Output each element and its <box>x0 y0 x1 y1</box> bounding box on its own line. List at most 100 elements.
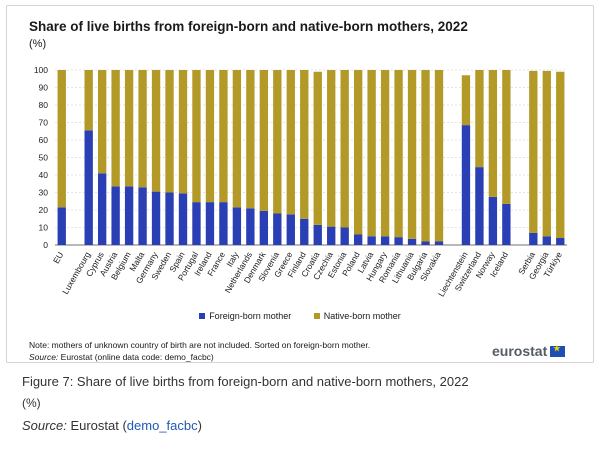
bar-foreign <box>246 208 255 245</box>
bar-foreign <box>434 241 444 245</box>
bar-native <box>232 70 242 208</box>
bar-foreign <box>475 167 484 245</box>
bar-native <box>529 70 538 233</box>
y-tick-label: 90 <box>39 83 49 93</box>
x-tick-label: EU <box>51 250 66 265</box>
bar-native <box>57 70 66 208</box>
bar-native <box>313 71 322 225</box>
bar-native <box>556 71 565 238</box>
legend-item-native: Native-born mother <box>313 311 401 321</box>
bar-native <box>192 70 201 203</box>
y-tick-label: 50 <box>39 153 49 163</box>
bar-native <box>380 70 390 237</box>
bar-native <box>475 70 484 168</box>
bar-foreign <box>542 236 551 245</box>
bar-native <box>502 70 511 204</box>
chart-note: Note: mothers of unknown country of birt… <box>29 340 371 350</box>
y-tick-label: 100 <box>34 65 48 75</box>
bar-native <box>394 70 403 238</box>
bar-native <box>367 70 376 237</box>
bar-native <box>84 70 93 131</box>
bar-native <box>97 70 107 174</box>
caption-unit: (%) <box>22 396 41 410</box>
bar-native <box>124 70 134 187</box>
bar-foreign <box>57 207 66 245</box>
bar-native <box>273 70 282 214</box>
legend-label-native: Native-born mother <box>323 311 401 321</box>
source-text: Eurostat (online data code: demo_facbc) <box>60 352 214 362</box>
y-tick-label: 10 <box>39 223 49 233</box>
bar-foreign <box>219 202 228 245</box>
y-tick-label: 80 <box>39 100 49 110</box>
bar-foreign <box>421 241 430 245</box>
bar-foreign <box>300 218 309 245</box>
y-tick-label: 60 <box>39 135 49 145</box>
bar-native <box>542 70 551 237</box>
source-label: Source: <box>29 352 59 362</box>
bar-foreign <box>232 207 242 245</box>
source-link[interactable]: demo_facbc <box>126 418 198 433</box>
legend-swatch-native <box>313 313 320 319</box>
bar-native <box>151 70 161 192</box>
bar-native <box>488 70 498 197</box>
bar-foreign <box>111 186 120 245</box>
chart-source: Source: Eurostat (online data code: demo… <box>29 352 214 362</box>
bar-foreign <box>192 202 201 245</box>
bar-foreign <box>138 187 147 245</box>
bar-native <box>300 70 309 219</box>
bar-foreign <box>286 214 295 245</box>
bar-native <box>434 70 444 242</box>
bar-native <box>327 70 336 227</box>
bar-foreign <box>353 234 363 245</box>
bar-native <box>461 75 471 126</box>
bar-foreign <box>165 192 174 245</box>
bar-foreign <box>151 191 161 245</box>
bar-foreign <box>205 202 215 245</box>
bar-foreign <box>529 232 538 245</box>
y-tick-label: 0 <box>43 240 48 250</box>
bar-foreign <box>84 130 93 245</box>
bar-foreign <box>124 186 134 245</box>
bar-foreign <box>273 213 282 245</box>
bar-native <box>259 70 269 211</box>
eurostat-logo: eurostat <box>492 343 566 359</box>
bar-foreign <box>367 236 376 245</box>
bar-foreign <box>313 224 322 245</box>
chart-unit: (%) <box>29 38 47 50</box>
bar-native <box>219 70 228 203</box>
bar-native <box>138 70 147 188</box>
bar-native <box>407 70 417 239</box>
y-tick-label: 70 <box>39 118 49 128</box>
y-tick-label: 40 <box>39 170 49 180</box>
bar-foreign <box>178 193 188 245</box>
y-tick-label: 20 <box>39 205 49 215</box>
chart-frame <box>6 5 594 363</box>
bar-native <box>286 70 295 215</box>
bar-native <box>165 70 174 193</box>
eu-flag-icon <box>550 344 566 357</box>
caption-source-close: ) <box>197 418 202 433</box>
bar-foreign <box>259 210 269 245</box>
bar-native <box>111 70 120 187</box>
logo-text: eurostat <box>492 343 548 359</box>
y-tick-label: 30 <box>39 188 49 198</box>
chart-title: Share of live births from foreign-born a… <box>29 19 468 34</box>
bar-foreign <box>327 226 336 245</box>
bar-native <box>421 70 430 242</box>
legend: Foreign-born mother Native-born mother <box>0 311 600 321</box>
bar-native <box>246 70 255 209</box>
caption-source: Source: Eurostat (demo_facbc) <box>22 418 202 433</box>
bar-foreign <box>556 238 565 245</box>
bar-chart: 0102030405060708090100EULuxembourgCyprus… <box>34 65 567 298</box>
bar-native <box>205 70 215 203</box>
caption-source-label: Source: <box>22 418 67 433</box>
bar-native <box>178 70 188 194</box>
caption-source-text: Eurostat ( <box>70 418 127 433</box>
bar-foreign <box>461 125 471 245</box>
bar-foreign <box>340 227 349 245</box>
bar-foreign <box>394 237 403 245</box>
bar-native <box>353 70 363 235</box>
bar-foreign <box>502 203 511 245</box>
bar-foreign <box>488 196 498 245</box>
bar-foreign <box>407 238 417 245</box>
